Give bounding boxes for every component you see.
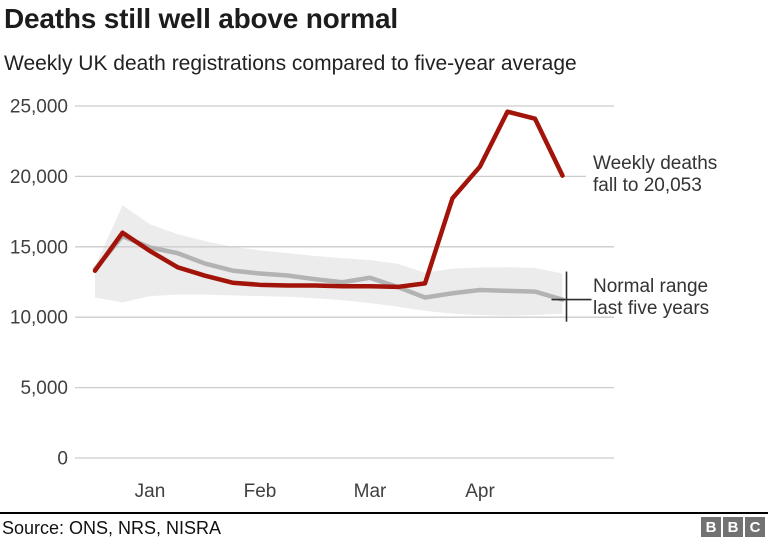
normal-range-band	[95, 205, 563, 316]
bbc-logo-block-1: B	[701, 517, 721, 537]
x-tick-label-Mar: Mar	[354, 481, 387, 502]
annotation-normal-range-line1: Normal range	[593, 276, 709, 297]
x-tick-label-Feb: Feb	[244, 481, 277, 502]
bbc-logo-block-2: B	[723, 517, 743, 537]
bbc-logo: B B C	[701, 517, 765, 537]
annotation-weekly-deaths-line2: fall to 20,053	[593, 175, 702, 196]
y-tick-label: 25,000	[10, 97, 68, 118]
annotation-weekly-deaths: Weekly deaths fall to 20,053	[593, 153, 717, 197]
x-tick-label-Jan: Jan	[135, 481, 166, 502]
average-line	[92, 233, 565, 302]
y-tick-label: 0	[57, 449, 68, 470]
source-attribution: Source: ONS, NRS, NISRA	[2, 518, 222, 538]
bbc-logo-block-3: C	[745, 517, 765, 537]
annotation-normal-range-line2: last five years	[593, 298, 710, 319]
chart-subtitle: Weekly UK death registrations compared t…	[4, 52, 577, 75]
annotation-weekly-deaths-line1: Weekly deaths	[593, 153, 718, 174]
x-tick-label-Apr: Apr	[465, 481, 495, 502]
y-tick-label: 20,000	[10, 167, 68, 188]
weekly-deaths-line	[92, 109, 565, 290]
y-tick-label: 5,000	[20, 378, 68, 399]
y-tick-label: 10,000	[10, 308, 68, 329]
annotation-normal-range: Normal range last five years	[593, 276, 709, 320]
page-title: Deaths still well above normal	[4, 3, 398, 34]
footer-divider	[0, 512, 768, 514]
y-tick-label: 15,000	[10, 237, 68, 258]
